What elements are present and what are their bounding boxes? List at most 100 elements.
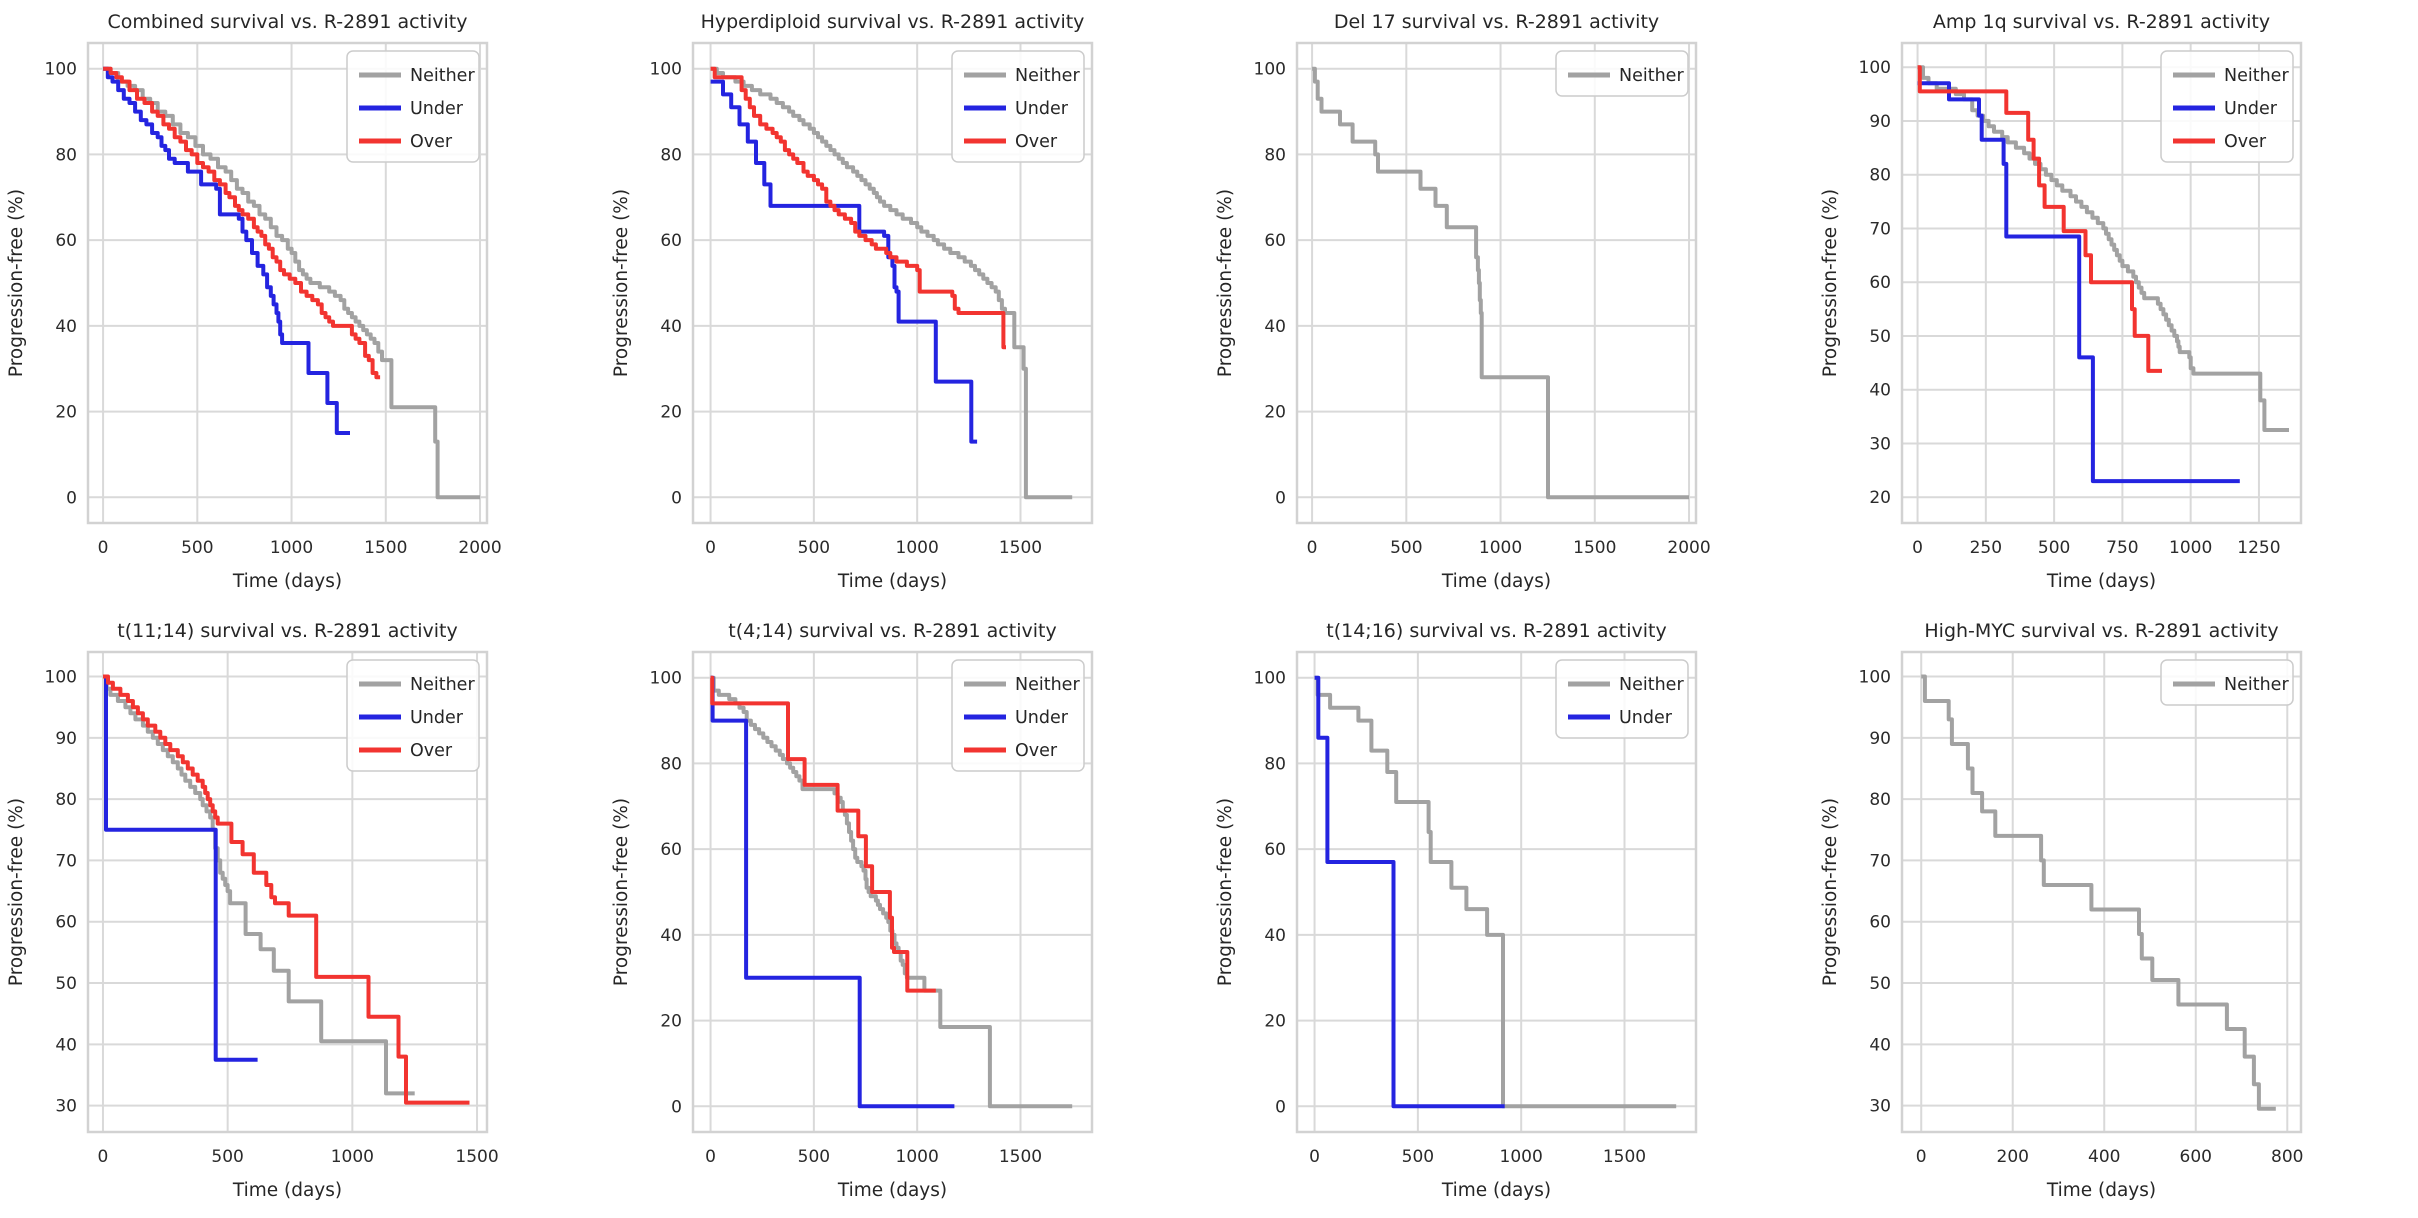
y-tick-label: 90 bbox=[1869, 112, 1891, 132]
plot-frame bbox=[1900, 650, 2302, 1134]
x-axis-label: Time (days) bbox=[836, 1180, 946, 1201]
legend-label-neither: Neither bbox=[2224, 675, 2289, 695]
survival-curve-over bbox=[1917, 65, 2162, 373]
legend-label-under: Under bbox=[1619, 708, 1673, 728]
x-tick-label: 1000 bbox=[895, 1147, 938, 1167]
x-tick-label: 1500 bbox=[364, 538, 407, 558]
legend-box bbox=[346, 659, 480, 772]
plot-frame bbox=[86, 41, 489, 525]
y-tick-label: 40 bbox=[1869, 381, 1891, 401]
survival-curve-neither bbox=[710, 66, 1072, 500]
legend-box bbox=[1555, 50, 1689, 97]
legend-box bbox=[2159, 659, 2294, 706]
legend-label-neither: Neither bbox=[2224, 66, 2289, 86]
subplot-t14-16: 0 500 1000 1500 0 20 40 60 80 100 t(14;16) surviva… bbox=[1215, 620, 1698, 1201]
y-tick-label: 50 bbox=[55, 974, 77, 994]
legend-box bbox=[346, 50, 480, 163]
y-tick-label: 70 bbox=[1869, 851, 1891, 871]
y-tick-label: 0 bbox=[671, 1097, 682, 1117]
y-tick-label: 60 bbox=[660, 231, 682, 251]
y-tick-label: 40 bbox=[1264, 317, 1286, 337]
y-tick-label: 80 bbox=[1869, 790, 1891, 810]
plot-frame bbox=[86, 650, 489, 1134]
y-tick-label: 40 bbox=[660, 926, 682, 946]
y-tick-label: 50 bbox=[1869, 974, 1891, 994]
x-tick-label: 1250 bbox=[2237, 538, 2280, 558]
plot-title: High-MYC survival vs. R-2891 activity bbox=[1924, 620, 2278, 642]
x-tick-label: 0 bbox=[1912, 538, 1923, 558]
legend-label-under: Under bbox=[2224, 99, 2278, 119]
y-tick-label: 70 bbox=[1869, 219, 1891, 239]
subplot-t4-14: 0 500 1000 1500 0 20 40 60 80 100 t(4;14) survival… bbox=[611, 620, 1093, 1201]
y-tick-label: 80 bbox=[1264, 754, 1286, 774]
subplot-amp1q: 0 250 500 750 1000 1250 20 30 40 50 60 70 80 90 100 Amp… bbox=[1820, 11, 2302, 592]
x-tick-label: 500 bbox=[181, 538, 213, 558]
x-tick-label: 500 bbox=[1390, 538, 1422, 558]
y-tick-label: 40 bbox=[55, 317, 77, 337]
x-tick-label: 500 bbox=[2037, 538, 2069, 558]
y-tick-label: 30 bbox=[1869, 1097, 1891, 1117]
legend-label-over: Over bbox=[2224, 132, 2267, 152]
y-tick-label: 20 bbox=[660, 1012, 682, 1032]
y-tick-label: 60 bbox=[1264, 840, 1286, 860]
subplot-hyperdiploid: 0 500 1000 1500 0 20 40 60 80 100 Hyperdiploid sur… bbox=[611, 11, 1093, 592]
subplot-t11-14: 0 500 1000 1500 30 40 50 60 70 80 90 100 t(11;14) su… bbox=[6, 620, 499, 1201]
legend-label-neither: Neither bbox=[410, 66, 475, 86]
y-tick-label: 60 bbox=[55, 913, 77, 933]
y-tick-label: 60 bbox=[1869, 913, 1891, 933]
y-tick-label: 70 bbox=[55, 851, 77, 871]
y-tick-label: 100 bbox=[45, 60, 77, 80]
y-tick-label: 80 bbox=[55, 145, 77, 165]
x-axis-label: Time (days) bbox=[232, 1180, 342, 1201]
y-tick-label: 40 bbox=[55, 1035, 77, 1055]
x-tick-label: 0 bbox=[705, 538, 716, 558]
survival-curve-under bbox=[710, 79, 977, 444]
y-tick-label: 80 bbox=[55, 790, 77, 810]
x-tick-label: 400 bbox=[2088, 1147, 2120, 1167]
plot-title: t(14;16) survival vs. R-2891 activity bbox=[1326, 620, 1667, 642]
y-tick-label: 40 bbox=[1264, 926, 1286, 946]
survival-curve-over bbox=[709, 675, 936, 993]
plot-title: t(4;14) survival vs. R-2891 activity bbox=[728, 620, 1056, 642]
y-tick-label: 20 bbox=[1264, 1012, 1286, 1032]
x-axis-label: Time (days) bbox=[2045, 571, 2155, 592]
y-tick-label: 100 bbox=[1858, 668, 1890, 688]
survival-curve-under bbox=[103, 674, 258, 1062]
plot-title: Amp 1q survival vs. R-2891 activity bbox=[1932, 11, 2269, 33]
legend-label-neither: Neither bbox=[410, 675, 475, 695]
y-tick-label: 50 bbox=[1869, 327, 1891, 347]
y-tick-label: 40 bbox=[1869, 1035, 1891, 1055]
legend-label-neither: Neither bbox=[1015, 675, 1080, 695]
x-tick-label: 0 bbox=[1307, 538, 1318, 558]
legend-label-over: Over bbox=[1015, 132, 1058, 152]
y-tick-label: 30 bbox=[1869, 434, 1891, 454]
x-tick-label: 1500 bbox=[1603, 1147, 1646, 1167]
x-tick-label: 1500 bbox=[998, 538, 1041, 558]
legend-label-over: Over bbox=[410, 741, 453, 761]
x-axis-label: Time (days) bbox=[836, 571, 946, 592]
y-tick-label: 0 bbox=[66, 488, 77, 508]
x-tick-label: 1000 bbox=[270, 538, 313, 558]
x-tick-label: 600 bbox=[2179, 1147, 2211, 1167]
legend-box bbox=[950, 659, 1085, 772]
legend-label-over: Over bbox=[410, 132, 453, 152]
survival-curve-neither bbox=[1920, 674, 2276, 1111]
y-tick-label: 100 bbox=[45, 668, 77, 688]
survival-curve-under bbox=[1917, 81, 2240, 484]
y-tick-label: 0 bbox=[1275, 488, 1286, 508]
x-tick-label: 1000 bbox=[331, 1147, 374, 1167]
x-tick-label: 500 bbox=[797, 1147, 829, 1167]
y-axis-label: Progression-free (%) bbox=[6, 189, 27, 377]
subplot-high-myc: 0 200 400 600 800 30 40 50 60 70 80 90 100 High-MYC s… bbox=[1820, 620, 2303, 1201]
legend-label-under: Under bbox=[410, 99, 464, 119]
plot-frame bbox=[1295, 650, 1698, 1134]
survival-curve-under bbox=[103, 66, 350, 435]
y-tick-label: 20 bbox=[1264, 403, 1286, 423]
x-tick-label: 1000 bbox=[1479, 538, 1522, 558]
x-tick-label: 0 bbox=[1915, 1147, 1926, 1167]
y-axis-label: Progression-free (%) bbox=[6, 798, 27, 986]
x-tick-label: 750 bbox=[2106, 538, 2138, 558]
legend-label-under: Under bbox=[410, 708, 464, 728]
y-tick-label: 100 bbox=[1254, 60, 1286, 80]
